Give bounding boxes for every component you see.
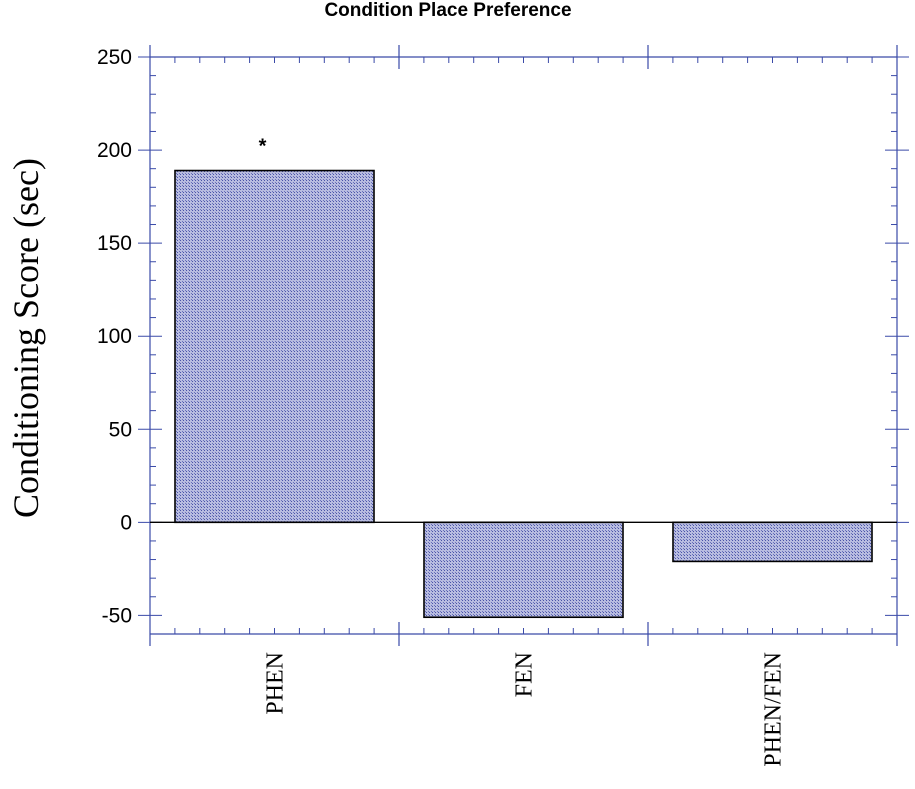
y-tick-labels: 250 200 150 100 50 0 -50 bbox=[97, 46, 132, 627]
bar-phen-fen bbox=[672, 521, 873, 563]
y-tick-label: 0 bbox=[120, 511, 132, 534]
y-tick-label: 250 bbox=[97, 46, 132, 69]
y-tick-label: 200 bbox=[97, 139, 132, 162]
x-tick-labels: PHEN FEN PHEN/FEN bbox=[263, 652, 787, 767]
x-tick-label: PHEN/FEN bbox=[761, 652, 787, 767]
annotations: * bbox=[259, 136, 267, 158]
axes-group bbox=[138, 45, 909, 646]
y-axis-label: Conditioning Score (sec) bbox=[6, 158, 46, 518]
bars-group bbox=[174, 169, 873, 619]
chart-title: Condition Place Preference bbox=[324, 0, 571, 21]
y-tick-label: -50 bbox=[102, 604, 132, 627]
significance-asterisk: * bbox=[259, 136, 267, 158]
bar-phen bbox=[174, 169, 375, 524]
bar-fen bbox=[423, 521, 624, 619]
x-tick-label: PHEN bbox=[263, 652, 289, 715]
y-tick-label: 150 bbox=[97, 232, 132, 255]
y-tick-label: 50 bbox=[109, 418, 132, 441]
x-tick-label: FEN bbox=[512, 652, 538, 697]
y-tick-label: 100 bbox=[97, 325, 132, 348]
